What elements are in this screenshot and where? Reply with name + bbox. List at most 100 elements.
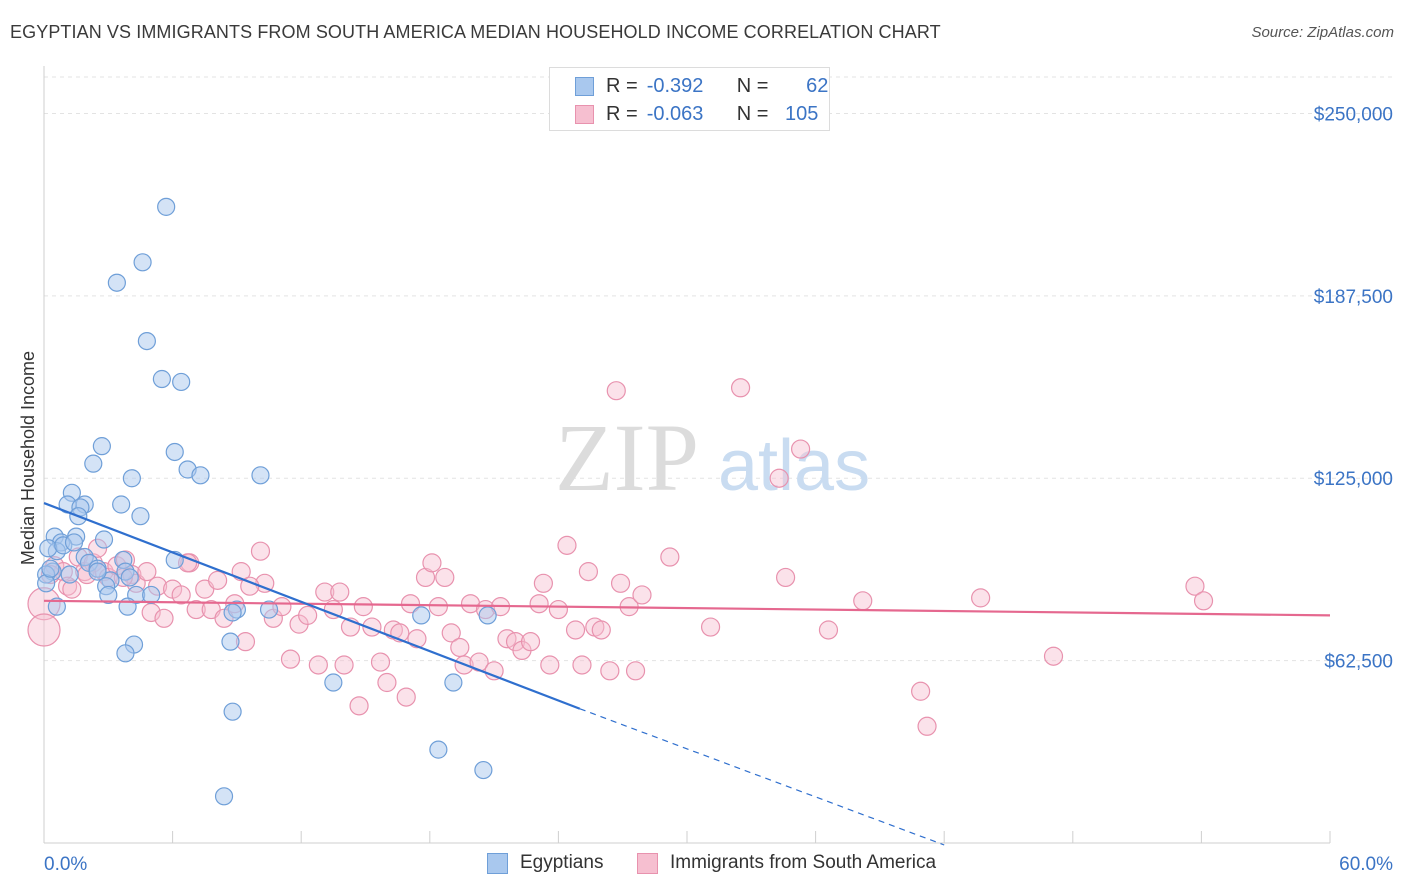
point-south-america bbox=[435, 567, 455, 588]
axes bbox=[43, 66, 1331, 844]
point-south-america bbox=[250, 541, 271, 561]
point-south-america bbox=[730, 378, 751, 398]
point-egyptians bbox=[251, 466, 270, 485]
legend-item-egyptians[interactable]: Egyptians bbox=[487, 852, 603, 874]
tick-labels: $62,500 $125,000 $187,500 $250,000 0.0% 60.0% bbox=[44, 104, 1393, 875]
point-egyptians bbox=[152, 369, 171, 389]
point-south-america bbox=[529, 594, 549, 614]
point-egyptians bbox=[165, 442, 184, 462]
point-egyptians bbox=[214, 787, 234, 806]
point-south-america bbox=[548, 599, 569, 620]
point-south-america bbox=[578, 562, 599, 582]
point-egyptians bbox=[429, 740, 448, 759]
point-south-america bbox=[557, 535, 577, 555]
point-south-america bbox=[171, 585, 191, 605]
legend-r-label: R = bbox=[606, 74, 638, 97]
point-south-america bbox=[610, 573, 631, 593]
point-south-america bbox=[484, 661, 504, 681]
point-egyptians bbox=[412, 606, 431, 625]
point-south-america bbox=[280, 649, 301, 669]
point-egyptians bbox=[142, 585, 161, 605]
point-egyptians bbox=[60, 565, 79, 584]
legend-r-value: -0.392 bbox=[646, 74, 704, 97]
point-south-america bbox=[565, 620, 586, 640]
point-south-america bbox=[606, 381, 626, 401]
point-egyptians bbox=[107, 273, 126, 292]
point-south-america bbox=[370, 652, 391, 672]
point-south-america bbox=[315, 582, 335, 602]
point-egyptians bbox=[64, 533, 84, 552]
point-south-america bbox=[1185, 576, 1205, 596]
point-egyptians bbox=[116, 644, 135, 663]
point-south-america bbox=[572, 655, 592, 675]
legend-n-label: N = bbox=[736, 74, 769, 97]
chart-source: Source: ZipAtlas.com bbox=[1251, 24, 1394, 41]
point-egyptians bbox=[92, 437, 111, 456]
point-south-america bbox=[1193, 591, 1214, 611]
point-egyptians bbox=[259, 600, 279, 619]
legend-n-label: N = bbox=[736, 102, 769, 125]
point-south-america bbox=[917, 716, 937, 736]
point-egyptians bbox=[444, 673, 463, 692]
point-south-america bbox=[208, 570, 228, 590]
point-south-america bbox=[308, 655, 328, 675]
legend-item-south-america[interactable]: Immigrants from South America bbox=[637, 852, 936, 874]
y-tick-label: $62,500 bbox=[1324, 652, 1393, 673]
watermark-zip: ZIP bbox=[555, 404, 699, 511]
point-egyptians bbox=[478, 606, 497, 625]
y-tick-label: $125,000 bbox=[1314, 469, 1393, 490]
point-egyptians bbox=[112, 495, 131, 514]
point-egyptians bbox=[191, 466, 210, 485]
point-south-america bbox=[591, 620, 611, 640]
point-south-america bbox=[407, 629, 427, 649]
y-tick-label: $250,000 bbox=[1314, 104, 1393, 125]
point-egyptians bbox=[94, 530, 114, 549]
point-egyptians bbox=[88, 562, 107, 581]
point-south-america bbox=[1043, 646, 1064, 666]
legend-swatch-south-america bbox=[637, 852, 658, 874]
point-south-america bbox=[911, 681, 931, 701]
point-south-america bbox=[660, 547, 680, 567]
point-south-america bbox=[790, 439, 811, 459]
point-egyptians bbox=[474, 760, 493, 780]
point-egyptians bbox=[39, 539, 58, 558]
chart-title: EGYPTIAN VS IMMIGRANTS FROM SOUTH AMERIC… bbox=[10, 22, 941, 42]
point-south-america bbox=[334, 655, 354, 675]
point-south-america bbox=[450, 637, 470, 658]
point-egyptians bbox=[131, 507, 150, 526]
point-egyptians bbox=[157, 197, 176, 216]
point-south-america bbox=[533, 573, 553, 593]
x-tick-label: 0.0% bbox=[44, 854, 87, 875]
point-south-america bbox=[154, 608, 174, 628]
point-south-america bbox=[349, 696, 369, 716]
legend-r-value: -0.063 bbox=[646, 102, 704, 125]
x-tick-label: 60.0% bbox=[1339, 854, 1393, 875]
y-tick-label: $187,500 bbox=[1314, 287, 1393, 308]
point-south-america bbox=[700, 617, 721, 637]
point-south-america bbox=[298, 605, 318, 625]
point-south-america bbox=[971, 588, 991, 608]
watermark: ZIP atlas bbox=[555, 404, 870, 511]
point-south-america bbox=[422, 553, 442, 573]
series-south-america-points bbox=[27, 378, 1214, 736]
point-south-america bbox=[540, 655, 560, 675]
point-egyptians bbox=[41, 559, 60, 578]
trend-line-egyptians-extension bbox=[579, 708, 945, 846]
point-south-america bbox=[353, 597, 373, 617]
point-south-america bbox=[520, 632, 541, 652]
point-south-america bbox=[632, 585, 652, 605]
point-south-america bbox=[441, 623, 461, 643]
point-egyptians bbox=[120, 568, 139, 587]
point-egyptians bbox=[99, 585, 118, 605]
point-south-america bbox=[330, 582, 350, 602]
trend-line-south-america bbox=[43, 599, 1331, 617]
point-south-america bbox=[377, 672, 397, 693]
legend-row-south-america: R = -0.063 N = 105 bbox=[550, 100, 818, 128]
point-south-america bbox=[460, 594, 481, 614]
point-south-america bbox=[818, 620, 839, 640]
watermark-atlas: atlas bbox=[718, 426, 870, 506]
legend-n-value: 105 bbox=[785, 102, 819, 125]
point-south-america bbox=[775, 567, 796, 588]
point-egyptians bbox=[221, 632, 240, 651]
